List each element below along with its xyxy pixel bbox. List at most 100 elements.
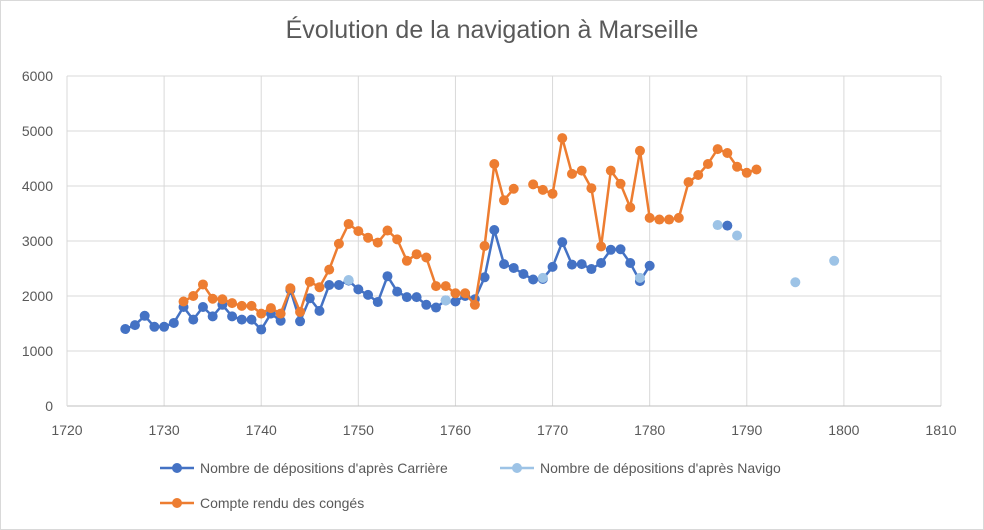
legend-label: Nombre de dépositions d'après Carrière [200, 460, 448, 476]
data-point [411, 249, 422, 260]
legend-item-2: Nombre de dépositions d'après Navigo [500, 460, 781, 476]
grid [67, 75, 942, 406]
data-point [139, 310, 150, 321]
data-point [634, 145, 645, 156]
data-point [431, 302, 442, 313]
data-point [508, 183, 519, 194]
data-point [537, 272, 548, 283]
data-point [693, 170, 704, 180]
data-point [518, 269, 529, 279]
data-point [256, 308, 267, 319]
data-point [324, 264, 335, 275]
x-tick-label: 1730 [149, 422, 180, 438]
data-point [634, 272, 645, 283]
data-point [440, 295, 451, 306]
legend-label: Nombre de dépositions d'après Navigo [540, 460, 781, 476]
data-point [421, 299, 432, 310]
data-point [382, 271, 393, 282]
data-point [236, 314, 247, 325]
data-point [314, 282, 325, 293]
data-point [576, 165, 587, 176]
data-point [197, 302, 208, 312]
data-point [392, 234, 403, 245]
data-point [499, 259, 509, 270]
data-point [411, 292, 422, 303]
data-point [372, 237, 383, 248]
data-point [363, 232, 374, 243]
data-point [227, 298, 238, 309]
data-point [129, 320, 140, 331]
data-point [528, 274, 539, 285]
data-point [479, 240, 490, 251]
data-point [644, 260, 655, 271]
data-point [615, 244, 626, 255]
x-tick-label: 1720 [51, 422, 82, 438]
data-point [722, 148, 733, 158]
data-point [275, 315, 286, 326]
data-point [566, 168, 577, 179]
data-point [401, 255, 412, 266]
data-point [188, 314, 199, 325]
data-point [547, 261, 558, 272]
data-point [295, 316, 306, 327]
data-point [363, 289, 374, 300]
y-tick-label: 1000 [22, 343, 53, 359]
y-tick-label: 4000 [22, 178, 53, 194]
y-tick-labels: 0 1000 2000 3000 4000 5000 6000 [22, 68, 53, 414]
data-point [450, 296, 461, 307]
data-point [615, 178, 626, 189]
data-point [246, 314, 257, 325]
data-point [702, 159, 713, 169]
data-point [450, 288, 461, 299]
data-point [596, 258, 607, 268]
x-tick-labels: 1720 1730 1740 1750 1760 1770 1780 1790 1800 1810 [51, 422, 956, 438]
data-point [732, 161, 743, 172]
data-point [547, 188, 558, 199]
data-point [265, 303, 276, 314]
data-point [324, 280, 335, 290]
data-point [625, 202, 636, 213]
data-point [227, 311, 238, 322]
data-point [586, 264, 597, 275]
y-tick-label: 5000 [22, 123, 53, 139]
series-3 [178, 133, 762, 319]
data-point [372, 297, 383, 308]
series-layer [120, 133, 840, 335]
series-2 [343, 220, 840, 306]
data-point [741, 167, 752, 178]
data-point [304, 276, 315, 287]
data-point [197, 279, 208, 290]
data-point [246, 300, 257, 311]
data-point [431, 281, 442, 292]
x-tick-label: 1780 [634, 422, 665, 438]
data-point [188, 291, 199, 301]
data-point [333, 280, 344, 290]
axes [66, 76, 941, 407]
legend-item-3: Compte rendu des congés [160, 495, 364, 511]
data-point [654, 214, 665, 225]
data-point [304, 293, 315, 304]
data-point [712, 220, 723, 231]
data-point [353, 284, 364, 295]
y-tick-label: 6000 [22, 68, 53, 84]
data-point [314, 305, 325, 316]
data-point [275, 308, 286, 319]
legend-item-1: Nombre de dépositions d'après Carrière [160, 460, 448, 476]
x-tick-label: 1800 [828, 422, 859, 438]
data-point [566, 259, 577, 270]
data-point [508, 262, 519, 273]
data-point [576, 259, 587, 270]
x-tick-label: 1750 [343, 422, 374, 438]
data-point [605, 165, 616, 176]
legend-swatch-marker [512, 463, 522, 473]
data-point [489, 225, 500, 235]
data-point [683, 177, 694, 188]
data-point [557, 237, 568, 248]
data-point [217, 294, 228, 305]
data-point [528, 179, 539, 190]
legend-label: Compte rendu des congés [200, 495, 364, 511]
data-point [586, 183, 597, 194]
data-point [732, 230, 743, 241]
data-point [343, 218, 354, 229]
